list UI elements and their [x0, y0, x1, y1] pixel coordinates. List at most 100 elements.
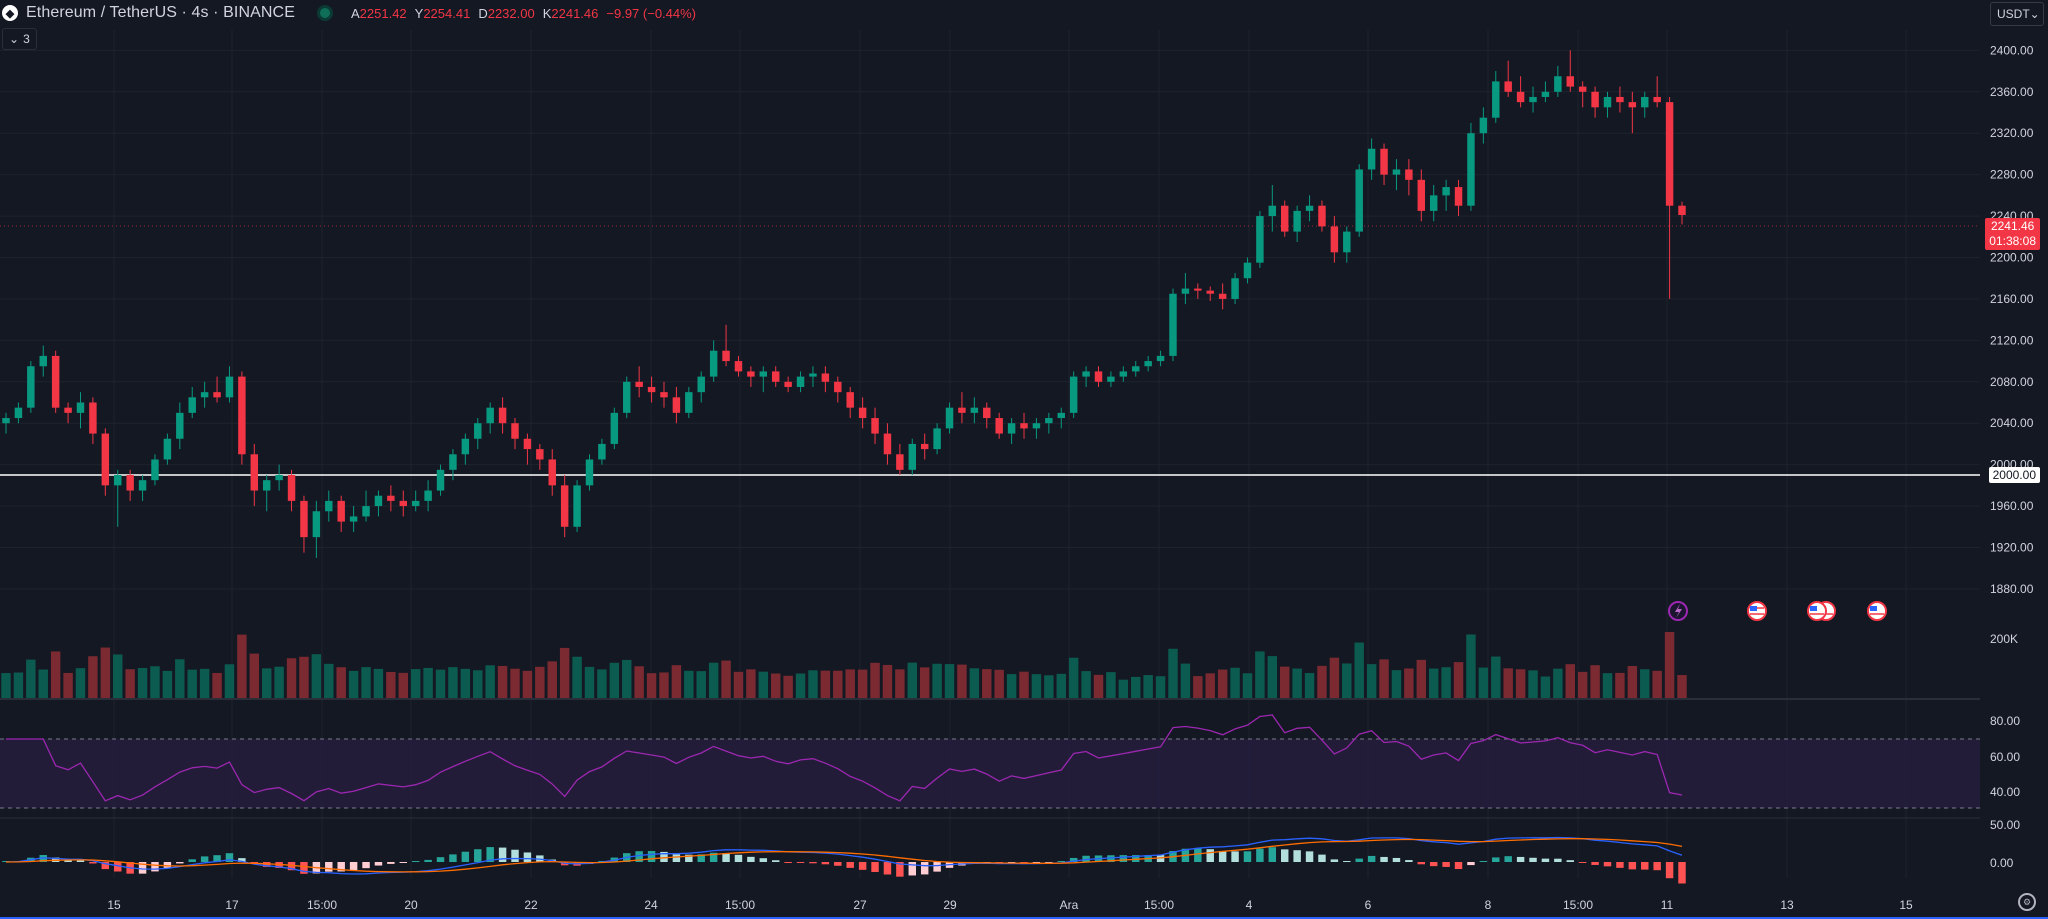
- candle-body: [1268, 205, 1277, 217]
- macd-histogram-bar: [1281, 849, 1289, 862]
- macd-line: [5, 836, 1683, 875]
- time-axis-label: 24: [644, 898, 658, 912]
- rsi-band: [0, 739, 1980, 808]
- candle-body: [1641, 96, 1649, 108]
- us-flag-icon[interactable]: [1867, 601, 1887, 621]
- candle-body: [275, 475, 283, 481]
- candle-body: [573, 485, 581, 527]
- macd-histogram-bar: [1665, 862, 1674, 879]
- candle-body: [1429, 195, 1438, 211]
- volume-bar: [1627, 665, 1638, 698]
- candle-body: [1578, 86, 1587, 92]
- candle-body: [312, 511, 321, 538]
- us-flag-icon[interactable]: [1747, 601, 1767, 621]
- candle-body: [200, 392, 209, 398]
- market-status-icon[interactable]: [316, 5, 333, 21]
- candle-body: [908, 443, 917, 470]
- volume-bar: [485, 665, 495, 698]
- lightning-icon[interactable]: [1668, 601, 1688, 621]
- time-axis-label: 15: [107, 898, 121, 912]
- volume-bar: [957, 664, 967, 698]
- macd-histogram-bar: [1616, 862, 1624, 868]
- event-markers[interactable]: [1668, 601, 1887, 621]
- volume-bar: [361, 667, 371, 698]
- volume-bar: [870, 662, 880, 698]
- macd-histogram-bar: [1318, 854, 1326, 862]
- volume-axis-label: 200K: [1990, 632, 2018, 646]
- macd-histogram-bar: [188, 859, 196, 862]
- volume-bar: [622, 659, 632, 698]
- macd-histogram-bar: [759, 858, 768, 862]
- volume-bar: [336, 667, 346, 698]
- candle-body: [1405, 169, 1413, 180]
- ohlc-legend: A2251.42 Y2254.41 D2232.00 K2241.46 −9.9…: [351, 6, 696, 21]
- volume-bar: [1478, 667, 1489, 698]
- volume-bar: [1006, 674, 1017, 698]
- volume-bar: [1, 673, 11, 698]
- macd-histogram-bar: [834, 862, 842, 866]
- volume-bar: [473, 670, 483, 698]
- candle-body: [511, 423, 519, 439]
- open-value: 2251.42: [359, 5, 407, 21]
- macd-histogram-bar: [64, 859, 72, 862]
- chevron-down-icon: ⌄: [2029, 7, 2040, 21]
- currency-select[interactable]: USDT ⌄: [1990, 2, 2044, 26]
- candle-body: [238, 376, 246, 455]
- volume-bar: [1205, 673, 1215, 698]
- macd-histogram-bar: [1194, 848, 1202, 862]
- macd-histogram-bar: [1380, 856, 1388, 862]
- volume-bar: [1590, 665, 1600, 698]
- volume-bar: [38, 669, 48, 698]
- volume-bar: [50, 651, 61, 698]
- candle-body: [387, 495, 395, 501]
- us-flag-icon[interactable]: [1807, 601, 1827, 621]
- volume-bar: [758, 671, 769, 698]
- volume-bar: [609, 662, 620, 698]
- macd-histogram-bar: [449, 854, 457, 862]
- volume-bar: [1615, 672, 1625, 698]
- symbol-header: ◆ Ethereum / TetherUS · 4s · BINANCE A22…: [0, 0, 1962, 26]
- candle-body: [1094, 371, 1103, 382]
- time-axis-label: 6: [1365, 898, 1372, 912]
- macd-histogram-bar: [635, 851, 643, 862]
- candle-body: [300, 500, 308, 538]
- candle-body: [709, 350, 718, 377]
- symbol-title[interactable]: Ethereum / TetherUS · 4s · BINANCE: [26, 4, 295, 21]
- time-axis-label: 27: [853, 898, 867, 912]
- candle-body: [325, 500, 333, 512]
- candle-body: [771, 371, 780, 382]
- candle-body: [362, 506, 370, 517]
- signal-line: [5, 838, 1683, 873]
- horizontal-level-tag[interactable]: 2000.00: [1988, 467, 2040, 483]
- volume-bar: [100, 647, 111, 698]
- price-axis-tick: 2360.00: [1990, 85, 2034, 99]
- time-axis-label: 20: [404, 898, 418, 912]
- macd-histogram-bar: [399, 862, 407, 863]
- candle-body: [821, 373, 830, 382]
- macd-histogram-bar: [1516, 856, 1525, 862]
- time-axis[interactable]: 15 17 15:00 20 22 24 15:00 27 29 Ara 15:00 4 6 8 15:00…: [107, 898, 1913, 912]
- candle-body: [1144, 361, 1152, 367]
- macd-histogram-bar: [1504, 856, 1512, 862]
- macd-histogram-bar: [474, 849, 482, 862]
- candle-body: [1454, 187, 1463, 206]
- chart-settings-icon[interactable]: ⚙: [2018, 893, 2036, 911]
- macd-histogram-bar: [1554, 858, 1562, 862]
- candle-body: [834, 381, 842, 393]
- macd-histogram-bar: [1330, 859, 1339, 862]
- candle-body: [660, 392, 668, 398]
- candle-body: [1367, 148, 1376, 170]
- candle-body: [1256, 216, 1264, 263]
- price-axis[interactable]: 2400.002360.002320.002280.002240.002200.…: [1990, 43, 2034, 596]
- indicators-collapse-button[interactable]: ⌄ 3: [2, 28, 37, 50]
- candle-body: [436, 469, 445, 491]
- volume-bar: [63, 672, 73, 698]
- macd-histogram-bar: [1641, 862, 1649, 870]
- candle-body: [635, 381, 643, 387]
- low-value: 2232.00: [487, 5, 535, 21]
- candle-body: [1318, 205, 1326, 227]
- candle-body: [449, 454, 457, 470]
- candle-body: [1516, 91, 1525, 103]
- macd-histogram-bar: [287, 862, 296, 871]
